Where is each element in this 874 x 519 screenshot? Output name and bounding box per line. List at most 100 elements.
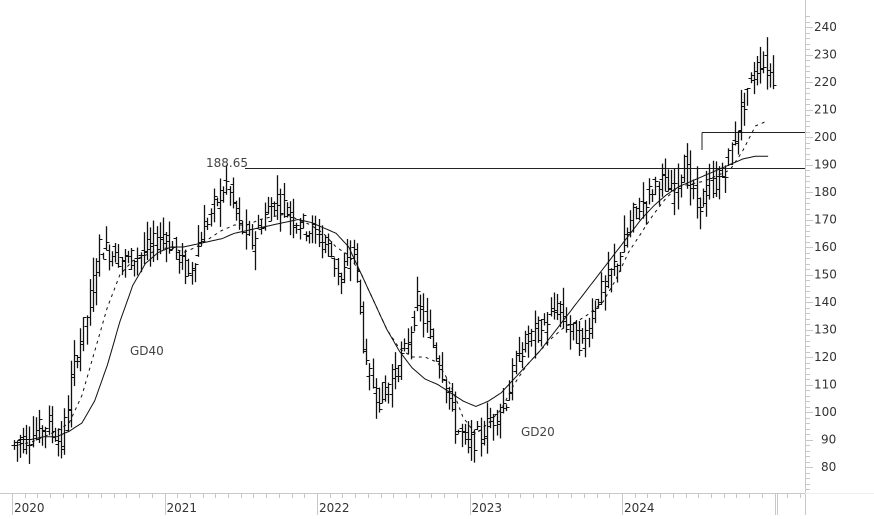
price-bar	[17, 434, 24, 458]
price-bar	[462, 423, 469, 445]
price-bar	[204, 217, 211, 231]
price-bar	[173, 236, 180, 260]
price-bar	[722, 165, 729, 193]
price-bar	[373, 378, 380, 419]
y-tick-label: 100	[814, 405, 837, 419]
price-bar	[100, 252, 107, 260]
price-bar	[30, 416, 37, 448]
price-bar	[506, 380, 513, 401]
price-bar	[665, 169, 672, 192]
price-bar	[312, 215, 319, 244]
y-tick-label: 110	[814, 378, 837, 392]
price-bar	[65, 395, 72, 433]
price-bar	[103, 226, 110, 251]
price-bar	[26, 426, 33, 464]
price-bar	[602, 275, 609, 311]
price-bar	[287, 201, 294, 236]
price-bar	[640, 182, 647, 219]
price-bar	[360, 301, 367, 354]
price-bar	[598, 272, 605, 305]
price-bar	[347, 240, 354, 282]
y-tick-label: 170	[814, 213, 837, 227]
price-bar	[93, 258, 100, 306]
price-bar	[741, 92, 748, 126]
price-bar	[341, 252, 348, 284]
price-bar	[169, 241, 176, 250]
price-bar	[277, 188, 284, 232]
price-bar	[700, 188, 707, 208]
price-bar	[87, 279, 94, 326]
price-bar	[36, 409, 43, 443]
y-tick-label: 190	[814, 158, 837, 172]
price-bar	[316, 218, 323, 248]
price-bar	[522, 330, 529, 353]
price-bar	[541, 313, 548, 326]
price-bar	[716, 166, 723, 200]
price-bar	[586, 317, 593, 348]
price-bar	[185, 258, 192, 277]
price-bar	[656, 181, 663, 206]
price-bar	[748, 72, 755, 84]
price-bar	[335, 257, 342, 286]
price-bar	[354, 243, 361, 283]
price-bar	[538, 319, 545, 347]
price-bar	[379, 382, 386, 404]
price-bar	[554, 293, 561, 321]
y-tick-label: 230	[814, 48, 837, 62]
price-bar	[713, 161, 720, 197]
price-bar	[80, 317, 87, 352]
y-tick-label: 200	[814, 130, 837, 144]
price-bar	[649, 189, 656, 203]
price-bar	[497, 403, 504, 439]
x-tick-label: 2020	[14, 501, 45, 515]
x-tick-label: 2023	[472, 501, 503, 515]
price-bar	[122, 248, 129, 278]
price-bar	[690, 179, 697, 200]
price-bar	[764, 37, 771, 90]
price-bar	[52, 427, 59, 442]
price-bar	[471, 429, 478, 463]
price-bar	[223, 164, 230, 195]
y-tick-label: 130	[814, 323, 837, 337]
price-bar	[735, 130, 742, 155]
price-bar	[576, 320, 583, 356]
price-bar	[548, 297, 555, 317]
price-bar	[109, 251, 116, 267]
price-bar	[376, 387, 383, 413]
price-bar	[385, 382, 392, 404]
price-bar	[246, 220, 253, 237]
price-bar	[595, 298, 602, 309]
price-bar	[160, 217, 167, 251]
price-bar	[694, 166, 701, 219]
price-bar	[401, 338, 408, 352]
price-bar	[751, 62, 758, 95]
y-axis-ticks	[806, 16, 813, 490]
price-bar	[592, 300, 599, 324]
price-bar	[424, 297, 431, 333]
x-axis-ticks	[12, 494, 801, 515]
price-bar	[744, 87, 751, 106]
price-bar	[131, 260, 138, 277]
price-bar	[455, 429, 462, 434]
price-bar	[608, 268, 615, 293]
price-bar	[770, 55, 777, 90]
price-bar	[39, 425, 46, 446]
price-bar	[163, 231, 170, 263]
price-bar	[452, 391, 459, 444]
price-bar	[208, 208, 215, 227]
price-bar	[363, 338, 370, 365]
price-bar	[706, 163, 713, 200]
price-bar	[46, 405, 53, 436]
price-bar	[481, 420, 488, 446]
price-bar	[150, 220, 157, 262]
price-bar	[309, 215, 316, 244]
price-bar	[760, 51, 767, 74]
price-bar	[61, 408, 68, 455]
price-bar	[614, 263, 621, 283]
price-bar	[255, 214, 262, 229]
gd40-label: GD40	[130, 344, 164, 358]
price-bar	[624, 227, 631, 248]
price-bar	[500, 388, 507, 414]
y-tick-label: 210	[814, 103, 837, 117]
y-tick-label: 180	[814, 185, 837, 199]
